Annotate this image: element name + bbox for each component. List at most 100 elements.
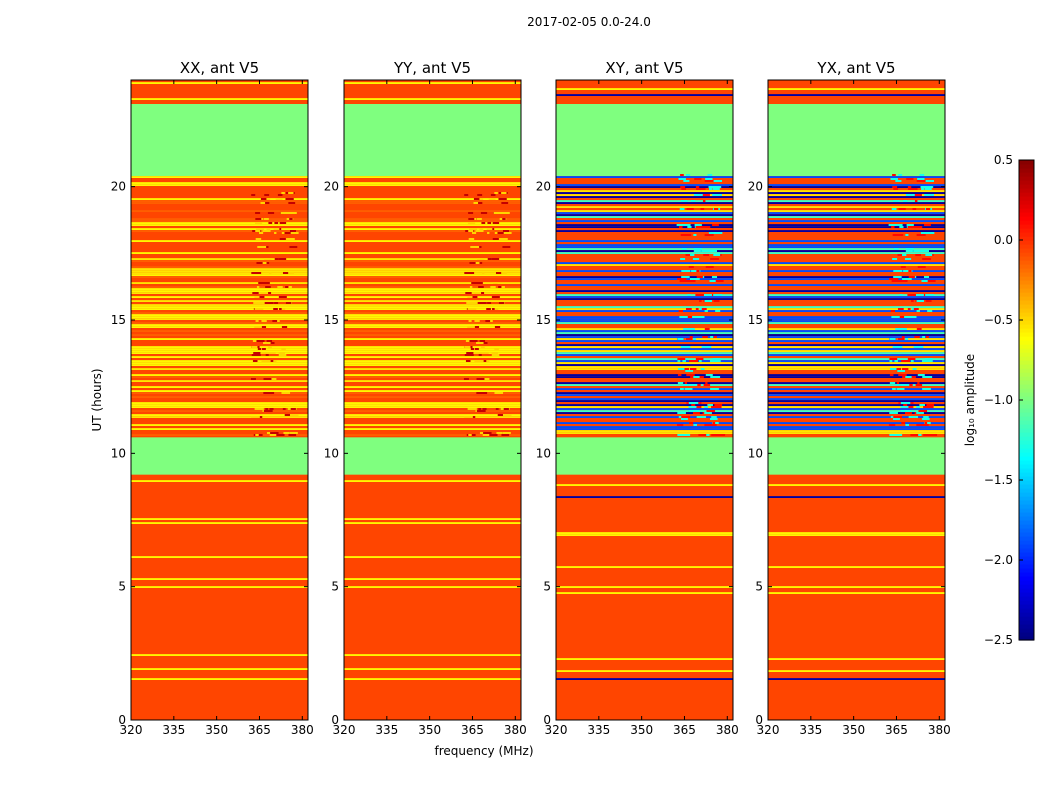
colorbar-segment [1019, 460, 1034, 465]
panel-1-rfi-speckle [270, 432, 279, 434]
panel-3-rfi-speckle [681, 276, 688, 278]
panel-3-rfi-speckle [686, 374, 695, 376]
panel-3-rfi-speckle [711, 434, 719, 436]
x-tick-label: 380 [291, 723, 314, 737]
panel-2-stripe [344, 82, 521, 84]
panel-3-rfi-speckle [695, 316, 705, 318]
panel-3-rfi-speckle [699, 300, 702, 302]
panel-2-rfi-speckle [501, 192, 507, 194]
colorbar-segment [1019, 332, 1034, 337]
panel-1-rfi-speckle [261, 352, 270, 354]
panel-1-rfi-speckle [279, 308, 285, 310]
panel-3-rfi-speckle [700, 368, 705, 370]
panel-1-stripe [131, 98, 308, 100]
panel-2-rfi-speckle [481, 292, 485, 294]
panel-2-stripe [344, 290, 521, 292]
x-tick-label: 350 [418, 723, 441, 737]
panel-4-rfi-speckle [914, 200, 918, 202]
colorbar-segment [1019, 468, 1034, 473]
panel-3-rfi-speckle [702, 194, 710, 196]
panel-3-rfi-speckle [713, 254, 721, 256]
panel-4-rfi-speckle [893, 200, 900, 202]
panel-3-rfi-speckle [678, 368, 685, 370]
panel-1-rfi-speckle [288, 192, 294, 194]
panel-1-rfi-speckle [290, 408, 296, 410]
colorbar-segment [1019, 260, 1034, 265]
panel-1-stripe [131, 324, 308, 326]
panel-3-rfi-speckle [711, 276, 718, 278]
panel-2-rfi-speckle [501, 202, 509, 204]
panel-2-stripe [344, 184, 521, 186]
panel-3-rfi-speckle [709, 188, 713, 190]
panel-1-rfi-speckle [289, 414, 299, 416]
panel-4-rfi-speckle [914, 226, 923, 228]
colorbar-segment [1019, 536, 1034, 541]
panel-2-stripe [344, 386, 521, 388]
panel-3-rfi-speckle [677, 434, 683, 436]
panel-3-stripe [556, 496, 733, 498]
panel-1-rfi-speckle [279, 238, 286, 240]
panel-1-stripe [131, 202, 308, 204]
panel-1-rfi-speckle [274, 232, 277, 234]
panel-3-rfi-speckle [704, 406, 708, 408]
panel-3-rfi-speckle [692, 406, 702, 408]
panel-1-rfi-speckle [277, 286, 280, 288]
panel-3-rfi-speckle [706, 434, 710, 436]
panel-4-rfi-speckle [913, 308, 919, 310]
panel-1-stripe [131, 296, 308, 298]
colorbar-segment [1019, 280, 1034, 285]
panel-4-rfi-speckle [889, 374, 894, 376]
panel-1-rfi-speckle [256, 262, 263, 264]
panel-1-rfi-speckle [270, 360, 274, 362]
panel-3-rfi-speckle [684, 384, 689, 386]
panel-3-rfi-speckle [691, 200, 696, 202]
panel-3-rfi-speckle [713, 336, 717, 338]
panel-3-rfi-speckle [681, 200, 688, 202]
panel-1-rfi-speckle [279, 282, 285, 284]
panel-4-rfi-speckle [925, 294, 934, 296]
panel-3-rfi-speckle [686, 402, 690, 404]
panel-1-title: XX, ant V5 [180, 59, 259, 77]
panel-3-rfi-speckle [696, 188, 699, 190]
panel-3-rfi-speckle [687, 280, 696, 282]
panel-3-rfi-speckle [689, 308, 692, 310]
panel-1-rfi-speckle [285, 212, 295, 214]
panel-2-stripe [344, 326, 521, 328]
panel-1-stripe [131, 292, 308, 294]
panel-1-rfi-speckle [266, 342, 275, 344]
panel-1-rfi-speckle [266, 262, 270, 264]
panel-3-stripe [556, 340, 733, 342]
panel-2-rfi-speckle [473, 340, 478, 342]
panel-2-stripe [344, 218, 521, 220]
colorbar-segment [1019, 344, 1034, 349]
panel-4-stripe [768, 368, 945, 370]
panel-4-rfi-speckle [894, 434, 903, 436]
panel-3-stripe [556, 190, 733, 192]
panel-2-stripe [344, 220, 521, 222]
panel-4-stripe [768, 296, 945, 298]
panel-3-rfi-speckle [708, 250, 717, 252]
panel-1-rfi-speckle [266, 342, 271, 344]
panel-3-stripe [556, 318, 733, 320]
panel-4-stripe [768, 360, 945, 362]
panel-2-rfi-speckle [486, 228, 493, 230]
panel-3-stripe [556, 328, 733, 330]
colorbar-segment [1019, 504, 1034, 509]
panel-1-stripe [131, 222, 308, 224]
panel-3-stripe [556, 248, 733, 250]
colorbar-segment [1019, 608, 1034, 613]
panel-3-rfi-speckle [703, 336, 708, 338]
panel-3-stripe [556, 364, 733, 366]
panel-1-rfi-speckle [278, 286, 283, 288]
panel-4-rfi-speckle [898, 328, 907, 330]
panel-4-stripe [768, 354, 945, 356]
panel-3-rfi-speckle [700, 294, 709, 296]
panel-2-stripe [344, 318, 521, 320]
panel-4-rfi-speckle [896, 276, 900, 278]
panel-2-stripe [344, 348, 521, 350]
panel-4-rfi-speckle [927, 280, 936, 282]
y-tick-label: 0 [543, 713, 551, 727]
panel-1-stripe [131, 306, 308, 308]
panel-3-rfi-speckle [713, 300, 720, 302]
colorbar-segment [1019, 284, 1034, 289]
